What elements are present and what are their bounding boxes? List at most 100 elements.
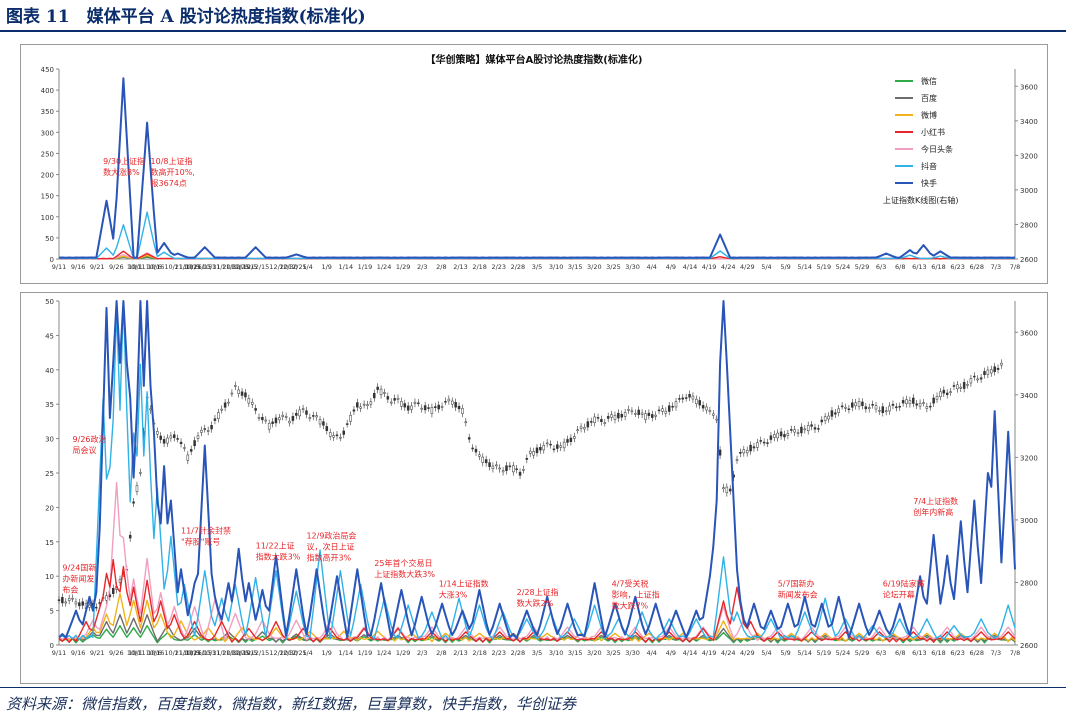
kline-candle [806, 425, 810, 432]
kline-candle [291, 416, 295, 421]
kline-candle [189, 449, 193, 452]
y2-tick-label: 2600 [1020, 256, 1038, 264]
annotation-text: 2/28上证指 [517, 587, 559, 597]
annotation-text: 数大跌7% [612, 601, 649, 611]
kline-candle [250, 401, 254, 405]
x-tick-label: 2/23 [491, 263, 506, 271]
y-tick-label: 15 [45, 539, 54, 547]
annotation-text: 大涨3% [439, 590, 468, 600]
kline-candle [369, 401, 373, 405]
kline-candle [501, 470, 505, 473]
x-tick-label: 12/5 [243, 649, 258, 657]
kline-candle [888, 405, 891, 412]
kline-candle [579, 426, 583, 429]
kline-candle [213, 418, 217, 421]
kline-candle [71, 597, 74, 600]
kline-candle [908, 400, 912, 405]
kline-candle [830, 410, 834, 417]
kline-candle [606, 416, 610, 419]
x-tick-label: 2/3 [417, 649, 427, 657]
kline-candle [345, 423, 349, 425]
kline-candle [874, 405, 878, 410]
kline-candle [701, 405, 705, 409]
footer-rule [0, 687, 1066, 688]
kline-candle [328, 432, 332, 437]
kline-candle [528, 450, 532, 454]
x-tick-label: 10/6 [147, 263, 162, 271]
y2-tick-label: 3600 [1020, 329, 1038, 337]
kline-candle [366, 404, 369, 406]
kline-candle [220, 408, 223, 411]
kline-candle [898, 405, 901, 408]
kline-candle [712, 413, 715, 416]
kline-candle [179, 441, 183, 445]
x-tick-label: 6/28 [969, 263, 984, 271]
kline-candle [437, 404, 440, 410]
kline-candle [542, 445, 546, 451]
x-tick-label: 2/3 [417, 263, 427, 271]
kline-candle [308, 417, 312, 419]
kline-candle [156, 431, 159, 435]
y-tick-label: 35 [45, 401, 54, 409]
y-tick-label: 0 [50, 256, 54, 264]
kline-candle [823, 416, 827, 421]
annotation-text: 指数高开3% [306, 552, 351, 562]
kline-candle [176, 438, 179, 440]
kline-candle [74, 601, 78, 605]
x-tick-label: 12/1012/1512/2012/25 [232, 263, 307, 271]
annotation-text: 11/22上证 [256, 542, 295, 551]
kline-candle [715, 418, 718, 421]
kline-candle [315, 415, 318, 418]
x-tick-label: 7/3 [991, 649, 1001, 657]
kline-candle [871, 404, 874, 406]
kline-candle [295, 412, 298, 416]
kline-candle [854, 402, 857, 407]
kline-candle [400, 401, 403, 407]
kline-candle [942, 389, 946, 394]
kline-candle [298, 409, 301, 417]
kline-candle [257, 417, 261, 419]
annotation-text: 数大涨8% [103, 167, 140, 177]
x-tick-label: 9/11 [52, 649, 67, 657]
kline-candle [376, 386, 379, 390]
kline-candle [878, 409, 881, 412]
x-tick-label: 9/16 [71, 649, 86, 657]
kline-candle [681, 397, 685, 400]
kline-candle [284, 416, 288, 418]
kline-candle [813, 427, 817, 430]
x-tick-label: 12/1012/1512/2012/25 [232, 649, 307, 657]
kline-candle [654, 414, 657, 417]
x-tick-label: 4/24 [721, 649, 736, 657]
kline-candle [728, 488, 732, 492]
annotation-text: 9/24国新 [62, 563, 96, 573]
kline-candle [267, 423, 271, 430]
kline-candle [95, 606, 98, 609]
kline-candle [637, 409, 640, 415]
kline-candle [274, 417, 278, 424]
kline-candle [305, 410, 308, 415]
kline-candle [81, 601, 84, 606]
annotation-text: 12/9政治局会 [306, 530, 356, 540]
kline-candle [569, 437, 573, 442]
kline-candle [708, 410, 712, 412]
y2-tick-label: 3400 [1020, 392, 1038, 400]
kline-candle [623, 412, 627, 417]
kline-candle [705, 406, 708, 411]
x-tick-label: 3/15 [568, 263, 583, 271]
kline-candle [783, 434, 786, 438]
x-tick-label: 4/4 [646, 263, 656, 271]
kline-candle [484, 459, 488, 464]
x-tick-label: 5/24 [836, 263, 851, 271]
x-tick-label: 2/18 [472, 649, 487, 657]
y-tick-label: 50 [45, 298, 54, 306]
kline-candle [301, 408, 305, 410]
kline-candle [281, 414, 284, 417]
kline-candle [203, 428, 207, 430]
figure-title: 图表 11 媒体平台 A 股讨论热度指数(标准化) [6, 7, 366, 27]
kline-candle [983, 371, 986, 376]
kline-candle [196, 435, 200, 439]
bottom-chart: 0 5 10 15 20 25 30 35 40 45 50 2600 2800 3000 3200 3400… [45, 298, 1038, 657]
kline-candle [651, 414, 654, 418]
kline-candle [552, 448, 556, 451]
x-tick-label: 5/4 [761, 649, 771, 657]
